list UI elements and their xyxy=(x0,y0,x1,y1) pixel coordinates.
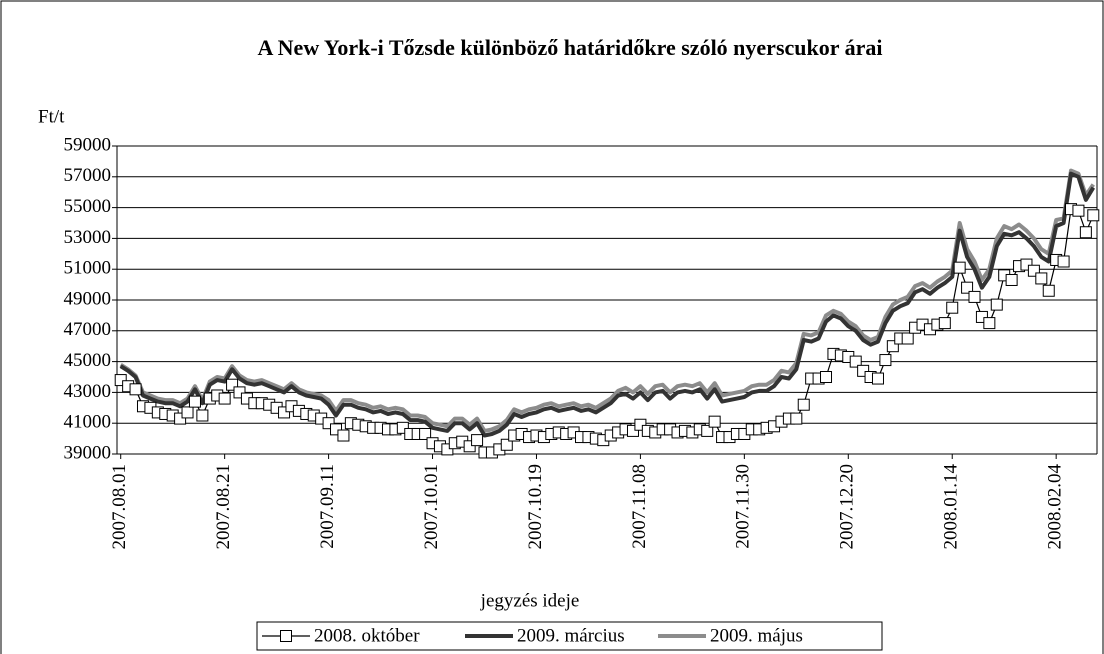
y-tick-label: 55000 xyxy=(64,196,112,217)
marker xyxy=(879,354,892,367)
marker xyxy=(820,371,833,383)
x-axis-label: jegyzés ideje xyxy=(480,590,580,611)
x-tick-label: 2007.10.19 xyxy=(525,464,546,550)
legend-marker xyxy=(280,630,292,642)
marker xyxy=(938,317,951,330)
marker xyxy=(463,440,476,453)
marker xyxy=(396,421,409,434)
marker xyxy=(790,412,803,425)
marker xyxy=(1005,273,1018,286)
legend-label: 2009. május xyxy=(710,625,803,646)
x-tick-label: 2008.01.14 xyxy=(941,464,962,550)
marker xyxy=(330,423,343,436)
x-tick-label: 2007.09.11 xyxy=(317,464,338,549)
y-tick-label: 59000 xyxy=(64,134,112,155)
marker xyxy=(1042,284,1055,297)
marker xyxy=(857,364,870,377)
marker xyxy=(1079,226,1092,239)
marker xyxy=(626,424,639,437)
x-tick-label: 2007.08.21 xyxy=(213,464,234,550)
y-tick-label: 43000 xyxy=(64,381,112,402)
marker xyxy=(337,429,350,442)
marker xyxy=(1020,258,1033,271)
marker xyxy=(114,374,127,387)
marker xyxy=(968,290,981,303)
marker xyxy=(471,434,484,447)
marker xyxy=(181,406,194,419)
marker xyxy=(233,386,246,399)
y-tick-label: 57000 xyxy=(64,165,112,186)
marker xyxy=(953,261,966,274)
marker xyxy=(226,378,239,391)
marker xyxy=(218,392,231,405)
marker xyxy=(990,298,1003,311)
y-tick-label: 41000 xyxy=(64,412,112,433)
marker xyxy=(1027,264,1040,277)
marker xyxy=(1035,272,1048,285)
legend-label: 2008. október xyxy=(314,625,420,646)
marker xyxy=(975,310,988,323)
y-tick-label: 53000 xyxy=(64,227,112,248)
marker xyxy=(188,395,201,408)
marker xyxy=(1087,209,1100,222)
legend-box xyxy=(256,621,883,651)
marker xyxy=(129,383,142,396)
series-line xyxy=(119,171,1096,438)
y-axis-label: Ft/t xyxy=(38,106,65,127)
marker xyxy=(174,412,187,425)
x-tick-label: 2007.10.01 xyxy=(421,464,442,550)
legend-label: 2009. március xyxy=(517,625,625,646)
marker xyxy=(500,438,513,451)
marker xyxy=(1057,255,1070,268)
marker xyxy=(946,301,959,314)
marker xyxy=(196,409,209,422)
marker xyxy=(901,332,914,345)
y-tick-label: 49000 xyxy=(64,288,112,309)
y-tick-label: 39000 xyxy=(64,442,112,463)
marker xyxy=(886,340,899,353)
marker xyxy=(419,427,432,440)
marker xyxy=(708,415,721,428)
y-tick-label: 45000 xyxy=(64,350,112,371)
y-tick-label: 47000 xyxy=(64,319,112,340)
marker xyxy=(961,281,974,294)
x-tick-label: 2007.12.20 xyxy=(837,464,858,550)
marker xyxy=(797,398,810,411)
marker xyxy=(983,317,996,330)
x-tick-label: 2008.02.04 xyxy=(1045,464,1066,550)
chart-title: A New York-i Tőzsde különböző határidőkr… xyxy=(258,35,883,60)
marker xyxy=(634,418,647,431)
marker xyxy=(278,406,291,419)
y-tick-label: 51000 xyxy=(64,258,112,279)
x-tick-label: 2007.11.08 xyxy=(629,464,650,549)
x-tick-label: 2007.08.01 xyxy=(109,464,130,550)
x-tick-label: 2007.11.30 xyxy=(733,464,754,549)
series-line xyxy=(119,168,1095,433)
marker xyxy=(701,424,714,437)
marker xyxy=(849,355,862,368)
marker xyxy=(871,372,884,385)
marker xyxy=(322,417,335,430)
marker xyxy=(1072,204,1085,217)
marker xyxy=(441,443,454,456)
